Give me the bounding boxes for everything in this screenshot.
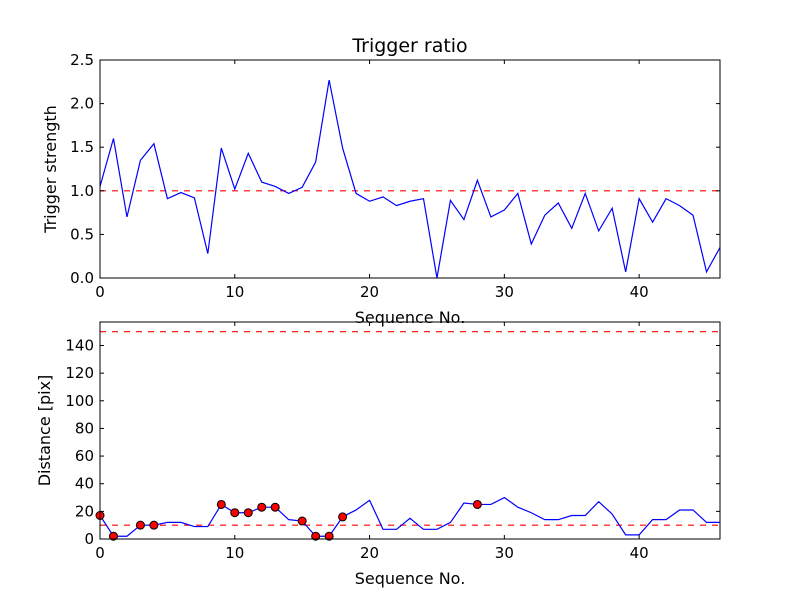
distance-series-line-0 [100,496,720,537]
trigger-chart-title: Trigger ratio [351,35,467,57]
distance-axes-frame [99,321,721,540]
distance-marker-point [257,502,267,512]
distance-y-axis-label: Distance [pix] [35,375,54,487]
trigger-x-tick-label: 10 [225,283,244,301]
trigger-y-axis-label: Trigger strength [41,105,60,234]
distance-marker-point [230,508,240,518]
distance-y-tick-label: 100 [65,392,94,410]
distance-x-tick-label: 40 [630,544,649,562]
trigger-y-tick-label: 0.0 [70,269,94,287]
trigger-x-tick-label: 20 [360,283,379,301]
distance-marker-point [324,531,334,541]
distance-y-tick-label: 20 [75,502,94,520]
trigger-x-axis-label: Sequence No. [355,308,466,327]
distance-x-tick-label: 30 [495,544,514,562]
distance-marker-point [311,531,321,541]
trigger-y-tick-label: 0.5 [70,225,94,243]
trigger-y-tick-label: 2.5 [70,51,94,69]
distance-marker-point [108,531,118,541]
distance-x-tick-label: 10 [225,544,244,562]
trigger-x-tick-label: 30 [495,283,514,301]
distance-marker-point [149,520,159,530]
distance-x-tick-label: 20 [360,544,379,562]
distance-marker-point [472,499,482,509]
distance-panel: 0 10 20 30 40 0 20 40 60 80 100 120 140 Sequence No. D… [35,321,721,588]
distance-marker-point [297,516,307,526]
distance-marker-point [270,502,280,512]
trigger-x-tick-label: 40 [630,283,649,301]
trigger-series-line-0 [100,79,720,278]
trigger-ratio-panel: 0 10 20 30 40 0.0 0.5 1.0 1.5 2.0 2.5 Sequence No. T… [41,35,721,327]
distance-y-tick-label: 0 [84,530,94,548]
trigger-x-tick-label: 0 [95,283,105,301]
distance-marker-point [216,499,226,509]
trigger-y-tick-label: 2.0 [70,95,94,113]
distance-y-tick-label: 120 [65,364,94,382]
distance-y-tick-label: 80 [75,419,94,437]
distance-marker-point [135,520,145,530]
trigger-axes-frame [99,59,721,279]
distance-y-tick-label: 40 [75,475,94,493]
distance-marker-point [338,512,348,522]
trigger-y-tick-label: 1.0 [70,182,94,200]
distance-y-tick-label: 60 [75,447,94,465]
distance-marker-point [243,508,253,518]
distance-y-tick-label: 140 [65,336,94,354]
distance-x-tick-label: 0 [95,544,105,562]
distance-x-axis-label: Sequence No. [355,569,466,588]
trigger-y-tick-label: 1.5 [70,138,94,156]
